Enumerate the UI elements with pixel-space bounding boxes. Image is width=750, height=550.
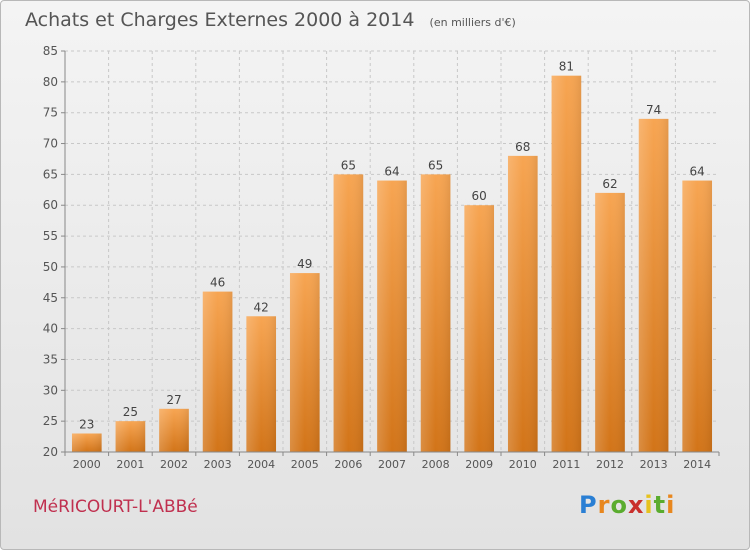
y-tick-label: 20 (43, 445, 58, 459)
bar-shade (551, 75, 582, 452)
bar-shade (115, 421, 146, 452)
x-tick-label: 2009 (465, 458, 493, 471)
bar-value-label: 74 (646, 103, 661, 117)
bar-value-label: 81 (559, 60, 574, 74)
chart-title: Achats et Charges Externes 2000 à 2014 (25, 9, 415, 31)
bar-shade (420, 174, 451, 452)
bar-shade (289, 273, 320, 452)
bar-value-label: 68 (515, 140, 530, 154)
commune-name: MéRICOURT-L'ABBé (33, 497, 198, 517)
bar-value-label: 42 (254, 300, 269, 314)
axis-layer: 20 25 30 35 40 45 50 55 60 65 70 75 80 85 2000 2001 2002… (43, 44, 720, 471)
y-tick-label: 60 (43, 198, 58, 212)
y-tick-label: 55 (43, 229, 58, 243)
y-tick-label: 75 (43, 106, 58, 120)
bar-value-label: 27 (166, 393, 181, 407)
bar-shade (159, 408, 189, 452)
title-row: Achats et Charges Externes 2000 à 2014 (… (25, 9, 516, 31)
x-tick-label: 2004 (247, 458, 275, 471)
bar-value-label: 64 (384, 165, 399, 179)
bar-shade (638, 118, 669, 452)
bar-value-label: 60 (472, 189, 487, 203)
y-tick-label: 25 (43, 414, 58, 428)
bar-layer: 23 25 27 46 42 49 65 64 65 60 68 81 62 74 64 (71, 60, 713, 453)
chart-subtitle: (en milliers d'€) (429, 16, 516, 29)
bar-shade (333, 174, 364, 452)
bar-shade (377, 180, 407, 453)
bar-shade (71, 433, 102, 452)
x-tick-label: 2003 (204, 458, 232, 471)
y-tick-label: 35 (43, 352, 58, 366)
x-tick-label: 2008 (422, 458, 450, 471)
bar-shade (595, 192, 625, 452)
y-tick-label: 80 (43, 75, 58, 89)
x-tick-label: 2012 (596, 458, 624, 471)
bar-value-label: 65 (428, 158, 443, 172)
bar-shade (464, 205, 495, 452)
x-tick-label: 2000 (73, 458, 101, 471)
x-tick-label: 2014 (683, 458, 711, 471)
bar-shade (507, 155, 538, 452)
x-tick-label: 2001 (116, 458, 144, 471)
bar-value-label: 23 (79, 417, 94, 431)
x-tick-label: 2010 (509, 458, 537, 471)
x-tick-label: 2006 (334, 458, 362, 471)
y-tick-label: 65 (43, 167, 58, 181)
y-tick-label: 85 (43, 44, 58, 58)
x-tick-label: 2007 (378, 458, 406, 471)
y-tick-label: 70 (43, 137, 58, 151)
y-tick-label: 50 (43, 260, 58, 274)
y-tick-label: 45 (43, 291, 58, 305)
bar-value-label: 46 (210, 276, 225, 290)
y-tick-label: 30 (43, 383, 58, 397)
x-tick-label: 2011 (552, 458, 580, 471)
bar-value-label: 62 (602, 177, 617, 191)
proxiti-logo: Proxiti (579, 491, 676, 519)
bar-value-label: 49 (297, 257, 312, 271)
bar-shade (202, 291, 233, 452)
x-tick-label: 2013 (640, 458, 668, 471)
bar-shade (246, 316, 277, 452)
y-tick-label: 40 (43, 322, 58, 336)
bar-value-label: 25 (123, 405, 138, 419)
x-tick-label: 2005 (291, 458, 319, 471)
bar-value-label: 65 (341, 158, 356, 172)
bar-value-label: 64 (690, 165, 705, 179)
bar-shade (682, 180, 713, 453)
x-tick-label: 2002 (160, 458, 188, 471)
